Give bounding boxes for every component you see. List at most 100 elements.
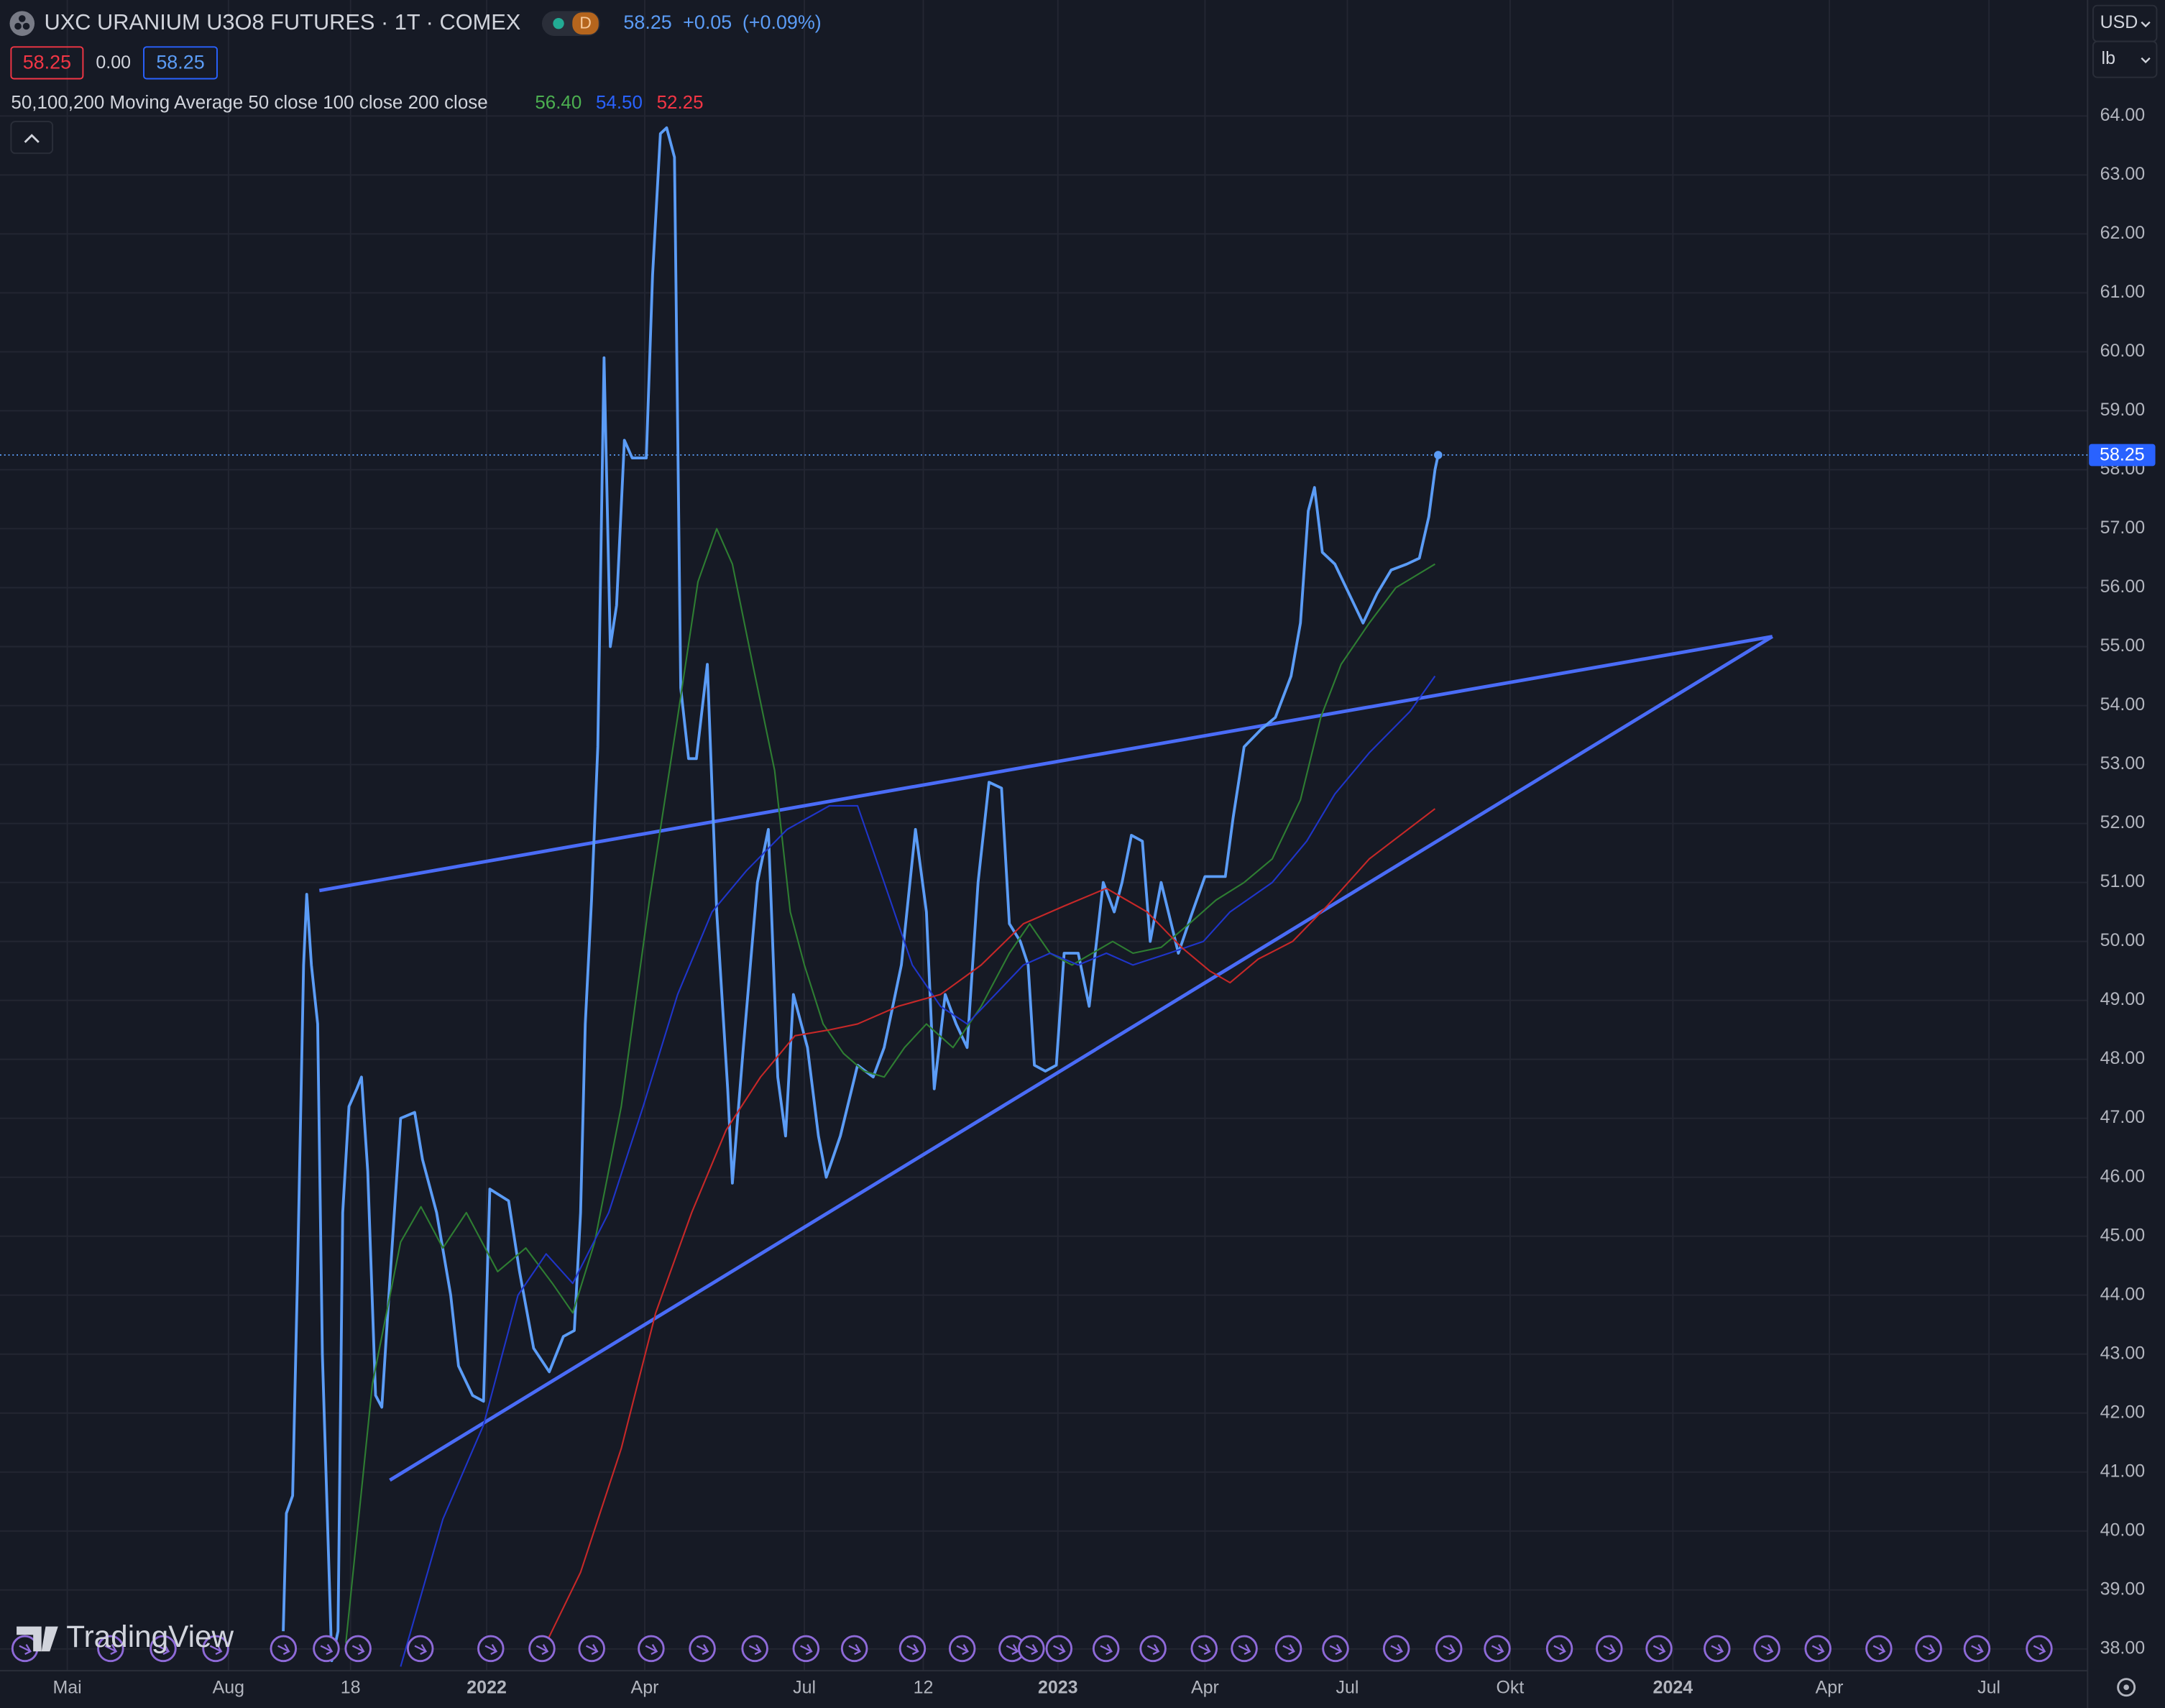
event-marker-arrow	[1491, 1644, 1504, 1656]
event-marker-arrow	[104, 1644, 118, 1656]
y-tick-label: 57.00	[2100, 518, 2146, 538]
event-marker-arrow	[1653, 1644, 1666, 1656]
event-marker-arrow	[535, 1644, 549, 1656]
y-tick-label: 56.00	[2100, 577, 2146, 597]
x-tick-label: Jul	[1336, 1678, 1359, 1698]
x-tick-label: Aug	[213, 1678, 244, 1698]
event-marker-arrow	[1198, 1644, 1211, 1656]
event-marker-arrow	[1922, 1644, 1936, 1656]
event-marker-arrow	[696, 1644, 709, 1656]
y-tick-label: 63.00	[2100, 164, 2146, 184]
event-marker-arrow	[1329, 1644, 1343, 1656]
y-tick-label: 60.00	[2100, 341, 2146, 361]
watermark: TradingView	[66, 1620, 234, 1653]
x-tick-label: Apr	[1816, 1678, 1844, 1698]
y-tick-label: 47.00	[2100, 1107, 2146, 1127]
event-marker-arrow	[1971, 1644, 1984, 1656]
event-marker-arrow	[645, 1644, 658, 1656]
y-tick-label: 53.00	[2100, 753, 2146, 773]
x-tick-label: Mai	[52, 1678, 81, 1698]
settings-button[interactable]	[2117, 1678, 2136, 1697]
y-tick-label: 52.00	[2100, 812, 2146, 832]
symbol-icon[interactable]	[9, 11, 35, 36]
event-marker-arrow	[1006, 1644, 1019, 1656]
event-marker-arrow	[157, 1644, 170, 1656]
currency: USD	[2100, 12, 2138, 32]
price-line	[282, 126, 1440, 1663]
x-tick-label: Apr	[631, 1678, 659, 1698]
symbol-icon-dot	[22, 22, 30, 30]
y-tick-label: 41.00	[2100, 1461, 2146, 1481]
event-marker-arrow	[1812, 1644, 1825, 1656]
event-marker-arrow	[1872, 1644, 1886, 1656]
y-tick-label: 42.00	[2100, 1402, 2146, 1422]
event-marker-arrow	[1146, 1644, 1160, 1656]
settings-center	[2123, 1684, 2129, 1691]
symbol-icon-dot	[18, 15, 26, 22]
ask-box[interactable]	[143, 46, 218, 80]
collapse-button[interactable]	[10, 121, 54, 155]
event-marker-arrow	[484, 1644, 498, 1656]
bid: 58.25	[23, 51, 71, 73]
moving-average-line	[545, 808, 1436, 1644]
event-marker-arrow	[1282, 1644, 1295, 1656]
y-tick-label: 50.00	[2100, 930, 2146, 950]
x-tick-label: 2023	[1038, 1678, 1078, 1698]
unit: lb	[2102, 48, 2115, 68]
y-tick-label: 46.00	[2100, 1166, 2146, 1186]
trend-line-lower[interactable]	[389, 635, 1774, 1482]
trend-line-upper[interactable]	[318, 635, 1773, 893]
x-tick-label: Jul	[1977, 1678, 2000, 1698]
x-tick-label: Apr	[1191, 1678, 1219, 1698]
x-tick-label: Okt	[1496, 1678, 1524, 1698]
event-marker-arrow	[1053, 1644, 1066, 1656]
event-marker-arrow	[1711, 1644, 1724, 1656]
event-marker-arrow	[906, 1644, 919, 1656]
event-marker-arrow	[351, 1644, 365, 1656]
x-tick-label: 2024	[1653, 1678, 1693, 1698]
event-markers	[11, 1635, 2053, 1663]
y-tick-label: 61.00	[2100, 282, 2146, 302]
unit-chevron	[2141, 57, 2151, 64]
interval-badge: D	[579, 14, 592, 32]
grid	[0, 0, 2088, 1671]
event-marker-arrow	[1760, 1644, 1774, 1656]
y-tick-label: 48.00	[2100, 1048, 2146, 1068]
moving-average-line	[345, 528, 1435, 1643]
watermark-logo-dot	[45, 1627, 55, 1638]
unit-button[interactable]	[2092, 40, 2158, 78]
x-tick-label: Jul	[793, 1678, 816, 1698]
y-tick-label: 38.00	[2100, 1638, 2146, 1658]
event-marker-arrow	[1390, 1644, 1403, 1656]
event-marker-arrow	[19, 1644, 32, 1656]
y-tick-label: 54.00	[2100, 694, 2146, 715]
y-tick-label: 49.00	[2100, 989, 2146, 1009]
last-price-label-bg	[2089, 444, 2156, 467]
y-tick-label: 62.00	[2100, 223, 2146, 243]
y-tick-label: 40.00	[2100, 1520, 2146, 1540]
event-marker-arrow	[209, 1644, 223, 1656]
chart-title: UXC URANIUM U3O8 FUTURES · 1T · COMEX	[45, 9, 521, 35]
event-marker-arrow	[320, 1644, 334, 1656]
event-marker-arrow	[1238, 1644, 1251, 1656]
y-tick-label: 39.00	[2100, 1579, 2146, 1599]
ma200-value: 52.25	[657, 93, 704, 113]
y-tick-label: 45.00	[2100, 1225, 2146, 1245]
event-marker-arrow	[1443, 1644, 1456, 1656]
event-marker-arrow	[585, 1644, 599, 1656]
event-marker-arrow	[800, 1644, 813, 1656]
y-tick-label: 44.00	[2100, 1284, 2146, 1304]
event-marker-arrow	[748, 1644, 762, 1656]
y-tick-label: 59.00	[2100, 400, 2146, 420]
event-marker-arrow	[1025, 1644, 1039, 1656]
last-price-label: 58.25	[2100, 445, 2145, 465]
bid-box[interactable]	[10, 46, 84, 80]
y-tick-label: 55.00	[2100, 635, 2146, 656]
x-tick-label: 12	[914, 1678, 934, 1698]
event-marker-arrow	[956, 1644, 969, 1656]
ma100-value: 54.50	[596, 93, 643, 113]
x-tick-label: 18	[341, 1678, 361, 1698]
